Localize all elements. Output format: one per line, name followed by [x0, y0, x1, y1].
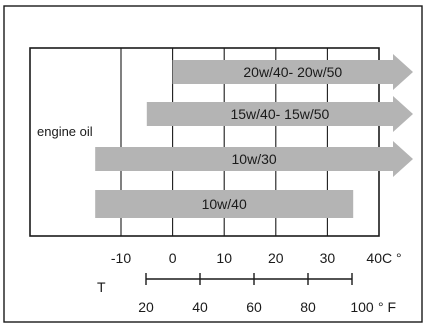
celsius-tick-label: -10 [111, 250, 131, 266]
temperature-label: T [97, 279, 106, 295]
fahrenheit-tick-label: 100 [350, 299, 374, 315]
celsius-unit: C ° [382, 250, 402, 266]
celsius-axis: -10 0 10 20 30 40 [111, 250, 382, 266]
fahrenheit-unit: ° F [378, 299, 396, 315]
fahrenheit-axis: 20 40 60 80 100 [138, 273, 374, 315]
fahrenheit-tick-label: 20 [138, 299, 154, 315]
celsius-tick-label: 30 [320, 250, 336, 266]
viscosity-bar [95, 141, 413, 177]
viscosity-bar-label: 20w/40- 20w/50 [243, 64, 342, 80]
outer-frame [3, 5, 423, 323]
celsius-tick-label: 20 [268, 250, 284, 266]
fahrenheit-tick-label: 40 [192, 299, 208, 315]
celsius-tick-label: 10 [216, 250, 232, 266]
viscosity-bar [172, 54, 413, 90]
fahrenheit-tick-label: 60 [246, 299, 262, 315]
row-label: engine oil [37, 124, 93, 139]
viscosity-bar [95, 190, 354, 218]
fahrenheit-tick-label: 80 [300, 299, 316, 315]
celsius-tick-label: 0 [169, 250, 177, 266]
viscosity-bar-label: 15w/40- 15w/50 [230, 106, 329, 122]
viscosity-bar-label: 10w/30 [232, 151, 277, 167]
celsius-tick-label: 40 [366, 250, 382, 266]
viscosity-bar-label: 10w/40 [202, 196, 247, 212]
viscosity-bar [146, 96, 414, 132]
chart-box [29, 47, 380, 237]
viscosity-bars: 20w/40- 20w/50 15w/40- 15w/50 10w/30 10w/40 [95, 54, 414, 218]
